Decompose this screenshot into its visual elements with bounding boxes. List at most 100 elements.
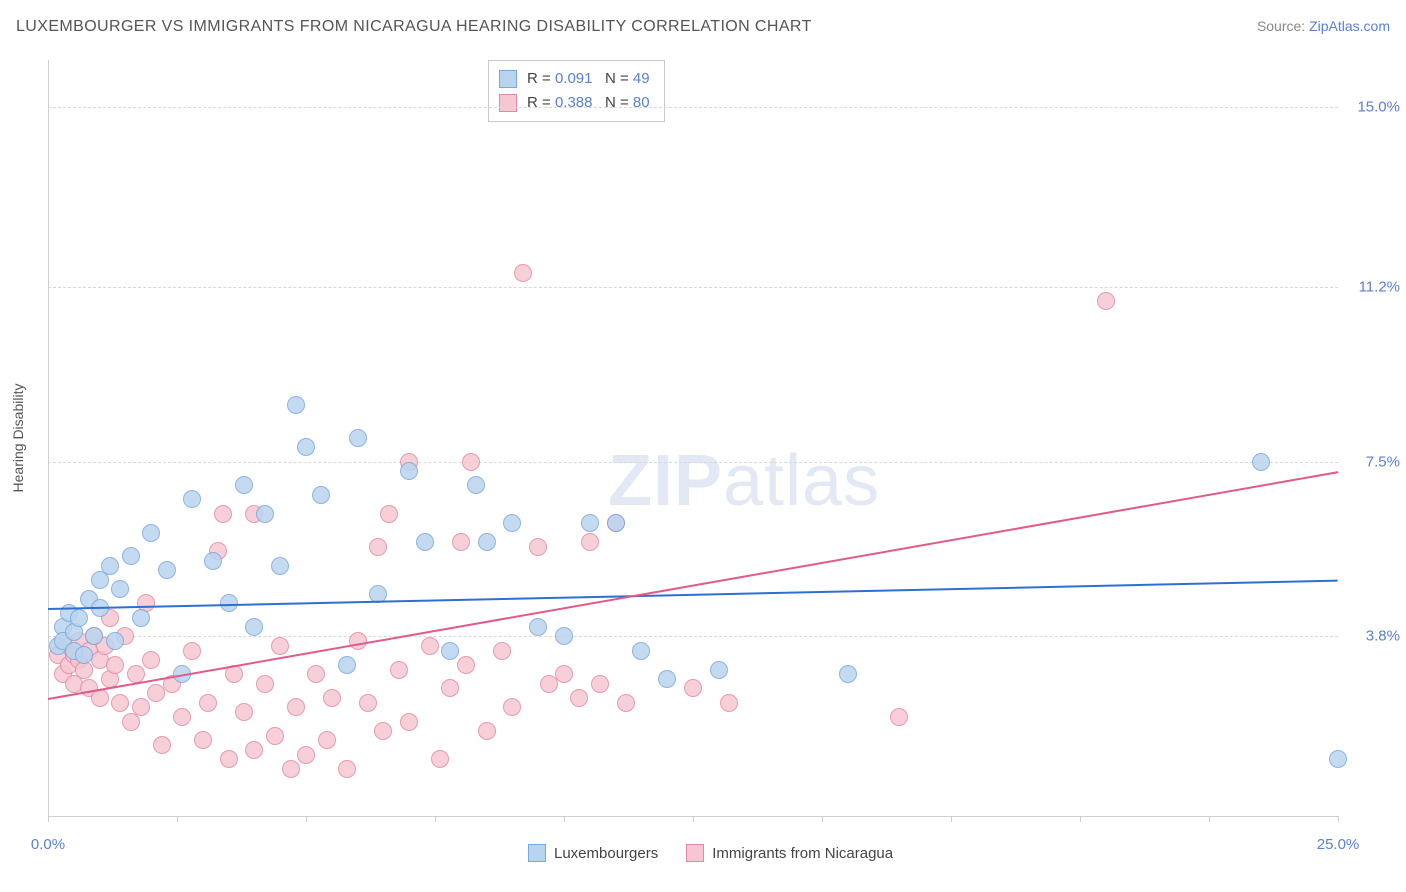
data-point (297, 438, 315, 456)
data-point (183, 642, 201, 660)
data-point (529, 538, 547, 556)
data-point (204, 552, 222, 570)
y-tick-label: 11.2% (1344, 278, 1400, 295)
legend-item-b: Immigrants from Nicaragua (686, 844, 893, 862)
data-point (1252, 453, 1270, 471)
data-point (349, 632, 367, 650)
source-attribution: Source: ZipAtlas.com (1257, 18, 1390, 34)
data-point (122, 547, 140, 565)
swatch-b (499, 94, 517, 112)
data-point (462, 453, 480, 471)
data-point (173, 708, 191, 726)
data-point (338, 656, 356, 674)
data-point (194, 731, 212, 749)
data-point (1329, 750, 1347, 768)
scatter-plot: Hearing Disability ZIPatlas R = 0.091 N … (48, 60, 1338, 816)
data-point (142, 651, 160, 669)
series-legend: Luxembourgers Immigrants from Nicaragua (528, 844, 893, 862)
swatch-a-bottom (528, 844, 546, 862)
data-point (441, 679, 459, 697)
data-point (416, 533, 434, 551)
y-tick-label: 7.5% (1344, 453, 1400, 470)
data-point (1097, 292, 1115, 310)
data-point (493, 642, 511, 660)
data-point (349, 429, 367, 447)
watermark: ZIPatlas (608, 440, 880, 522)
data-point (266, 727, 284, 745)
source-link[interactable]: ZipAtlas.com (1309, 18, 1390, 34)
data-point (503, 698, 521, 716)
x-tick-label: 25.0% (1317, 836, 1360, 853)
data-point (890, 708, 908, 726)
data-point (400, 713, 418, 731)
data-point (684, 679, 702, 697)
data-point (390, 661, 408, 679)
data-point (312, 486, 330, 504)
data-point (369, 538, 387, 556)
data-point (467, 476, 485, 494)
chart-title: LUXEMBOURGER VS IMMIGRANTS FROM NICARAGU… (16, 18, 812, 36)
data-point (581, 514, 599, 532)
data-point (607, 514, 625, 532)
swatch-b-bottom (686, 844, 704, 862)
data-point (359, 694, 377, 712)
swatch-a (499, 70, 517, 88)
data-point (132, 698, 150, 716)
data-point (400, 462, 418, 480)
x-tick-label: 0.0% (31, 836, 65, 853)
data-point (220, 750, 238, 768)
data-point (478, 533, 496, 551)
legend-item-a: Luxembourgers (528, 844, 658, 862)
data-point (441, 642, 459, 660)
data-point (271, 557, 289, 575)
data-point (158, 561, 176, 579)
data-point (245, 741, 263, 759)
data-point (214, 505, 232, 523)
data-point (431, 750, 449, 768)
gridline (48, 287, 1338, 288)
data-point (323, 689, 341, 707)
data-point (839, 665, 857, 683)
data-point (591, 675, 609, 693)
correlation-legend: R = 0.091 N = 49 R = 0.388 N = 80 (488, 60, 665, 122)
data-point (452, 533, 470, 551)
legend-row-a: R = 0.091 N = 49 (499, 67, 650, 91)
data-point (421, 637, 439, 655)
data-point (111, 694, 129, 712)
data-point (85, 627, 103, 645)
data-point (478, 722, 496, 740)
data-point (183, 490, 201, 508)
data-point (75, 646, 93, 664)
data-point (555, 627, 573, 645)
gridline (48, 636, 1338, 637)
data-point (111, 580, 129, 598)
data-point (132, 609, 150, 627)
data-point (282, 760, 300, 778)
data-point (271, 637, 289, 655)
data-point (142, 524, 160, 542)
y-tick-label: 3.8% (1344, 628, 1400, 645)
data-point (581, 533, 599, 551)
gridline (48, 462, 1338, 463)
data-point (106, 656, 124, 674)
data-point (658, 670, 676, 688)
data-point (307, 665, 325, 683)
data-point (256, 505, 274, 523)
data-point (235, 703, 253, 721)
data-point (503, 514, 521, 532)
data-point (380, 505, 398, 523)
data-point (245, 618, 263, 636)
data-point (570, 689, 588, 707)
data-point (617, 694, 635, 712)
data-point (632, 642, 650, 660)
data-point (297, 746, 315, 764)
data-point (514, 264, 532, 282)
data-point (318, 731, 336, 749)
data-point (529, 618, 547, 636)
legend-row-b: R = 0.388 N = 80 (499, 91, 650, 115)
data-point (199, 694, 217, 712)
y-tick-label: 15.0% (1344, 99, 1400, 116)
data-point (256, 675, 274, 693)
data-point (457, 656, 475, 674)
data-point (70, 609, 88, 627)
